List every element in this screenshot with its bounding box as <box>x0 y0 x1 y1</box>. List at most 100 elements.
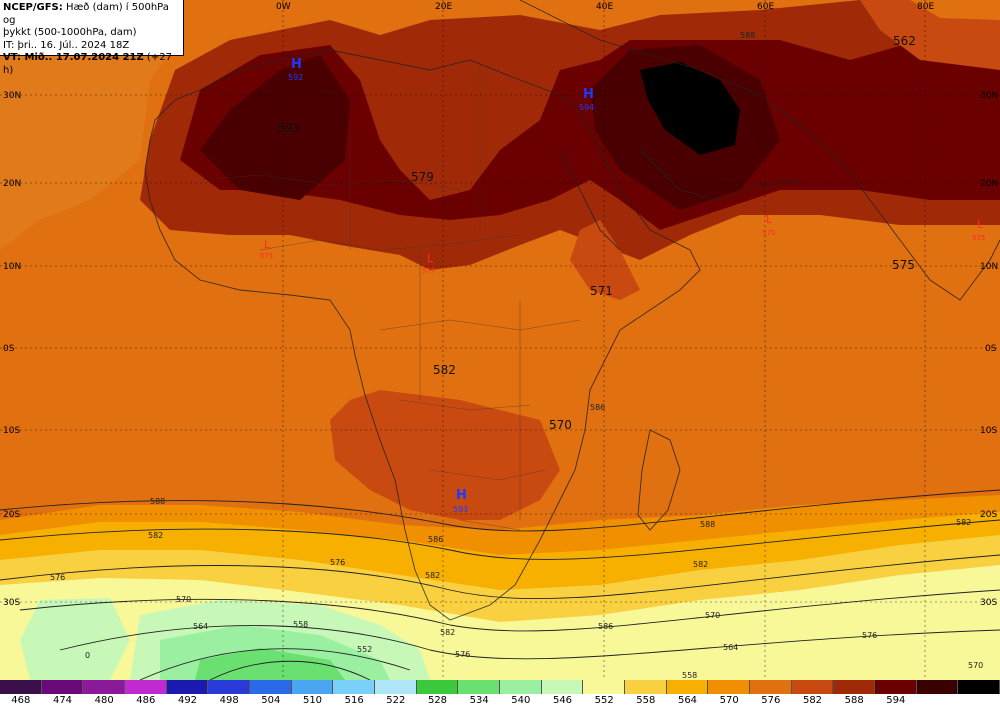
lat-label-20s: 20S <box>3 510 20 520</box>
legend-tick-label: 522 <box>386 695 406 706</box>
legend-tick-label: 576 <box>761 695 781 706</box>
legend-swatch <box>375 680 417 694</box>
legend-tick-label: 510 <box>302 695 323 706</box>
legend-tick-label: 498 <box>219 695 239 706</box>
lat-label-20n-right: 20N <box>980 179 998 189</box>
legend-swatch <box>416 680 459 694</box>
low-symbol: L <box>766 213 773 226</box>
isoline-label: 570 <box>705 611 720 620</box>
legend-tick-label: 552 <box>594 695 614 706</box>
isoline-label: 558 <box>682 671 697 680</box>
lat-label-30n-right: 30N <box>980 91 998 101</box>
legend-swatch <box>0 680 42 694</box>
legend-tick-label: 516 <box>344 695 364 706</box>
low-symbol: L <box>264 238 271 251</box>
lon-label-60e: 60E <box>757 2 774 12</box>
legend-swatch <box>583 680 626 694</box>
isoline-label: 570 <box>176 595 191 604</box>
high-symbol: H <box>291 57 302 72</box>
isoline-label: 576 <box>50 573 65 582</box>
isoline-label: 564 <box>193 622 208 631</box>
lon-label-80e: 80E <box>917 2 934 12</box>
legend-tick-label: 582 <box>802 695 823 706</box>
contour-label: 562 <box>893 34 916 48</box>
isoline-label: 582 <box>693 560 708 569</box>
legend-swatch <box>666 680 709 694</box>
low-symbol: L <box>977 218 984 231</box>
isoline-label: 0 <box>85 651 90 660</box>
legend-swatch <box>500 680 542 694</box>
legend-swatch <box>916 680 959 694</box>
color-legend: 468 474 480 486 492 498 504 510 516 522 528 534 540 5… <box>0 680 1000 709</box>
legend-tick-label: 480 <box>94 695 114 706</box>
high-value: 594 <box>579 103 594 112</box>
legend-swatch <box>125 680 167 694</box>
lat-label-0s: 0S <box>3 344 15 354</box>
header-source: NCEP/GFS: <box>3 2 63 13</box>
header-lead-time: (+27 h) <box>3 52 172 76</box>
header-init-time: IT: þri.. 16. Júl.. 2024 18Z <box>3 39 130 51</box>
legend-tick-label: 534 <box>469 695 489 706</box>
header-line-4: VT: Mið.. 17.07.2024 21Z (+27 h) <box>3 52 180 77</box>
legend-swatch <box>83 680 126 694</box>
legend-swatch <box>166 680 209 694</box>
legend-swatch <box>750 680 792 694</box>
low-symbol: L <box>427 252 434 265</box>
contour-label: 579 <box>411 170 434 184</box>
lat-label-30s: 30S <box>3 598 20 608</box>
isoline-label: 588 <box>150 497 165 506</box>
legend-swatch <box>208 680 251 694</box>
contour-label: 593 <box>277 121 300 135</box>
lat-label-10n: 10N <box>3 262 21 272</box>
lat-label-30n: 30N <box>3 91 21 101</box>
isoline-label: 576 <box>862 631 877 640</box>
legend-swatch <box>333 680 376 694</box>
isoline-label: 588 <box>700 520 715 529</box>
isoline-label: 586 <box>590 403 605 412</box>
legend-swatch <box>458 680 501 694</box>
lon-label-40e: 40E <box>596 2 613 12</box>
legend-swatch <box>291 680 334 694</box>
lat-label-10s-right: 10S <box>980 426 997 436</box>
isoline-label: 586 <box>598 622 613 631</box>
contour-label: 571 <box>590 284 613 298</box>
legend-tick-label: 588 <box>844 695 864 706</box>
isoline-label: 576 <box>455 650 470 659</box>
lon-label-0w: 0W <box>276 2 291 12</box>
legend-tick-label: 504 <box>261 695 281 706</box>
legend-tick-label: 546 <box>552 695 573 706</box>
legend-tick-label: 468 <box>11 695 31 706</box>
header-line-1: NCEP/GFS: Hæð (dam) í 500hPa og <box>3 2 180 27</box>
header-line-2: þykkt (500-1000hPa, dam) <box>3 27 137 38</box>
legend-tick-label: 540 <box>511 695 531 706</box>
isoline-label: 582 <box>148 531 163 540</box>
high-symbol: H <box>456 488 467 503</box>
legend-swatch <box>625 680 667 694</box>
legend-tick-label: 558 <box>636 695 656 706</box>
low-value: 575 <box>972 234 985 242</box>
legend-tick-label: 564 <box>677 695 698 706</box>
legend-tick-label: 474 <box>52 695 73 706</box>
isoline-label: 582 <box>440 628 455 637</box>
low-value: 571 <box>260 252 273 260</box>
lon-label-20e: 20E <box>435 2 452 12</box>
high-value: 593 <box>453 505 468 514</box>
header-valid-time: VT: Mið.. 17.07.2024 21Z <box>3 52 144 63</box>
legend-swatch <box>250 680 292 694</box>
lat-label-20s-right: 20S <box>980 510 997 520</box>
legend-ticks: 468 474 480 486 492 498 504 510 516 522 528 534 540 5… <box>0 694 1000 709</box>
isoline-label: 576 <box>330 558 345 567</box>
isoline-label: 582 <box>425 571 440 580</box>
legend-tick-label: 492 <box>177 695 198 706</box>
legend-tick-label: 594 <box>886 695 906 706</box>
isoline-label: 564 <box>723 643 738 652</box>
header-variable: Hæð (dam) í 500hPa og <box>3 2 169 26</box>
legend-swatch <box>875 680 917 694</box>
low-value: 577 <box>422 267 435 275</box>
lat-label-10n-right: 10N <box>980 262 998 272</box>
isoline-label: 582 <box>956 518 971 527</box>
isoline-label: 588 <box>740 31 755 40</box>
isoline-label: 558 <box>293 620 308 629</box>
high-symbol: H <box>583 87 594 102</box>
low-value: 575 <box>762 229 775 237</box>
